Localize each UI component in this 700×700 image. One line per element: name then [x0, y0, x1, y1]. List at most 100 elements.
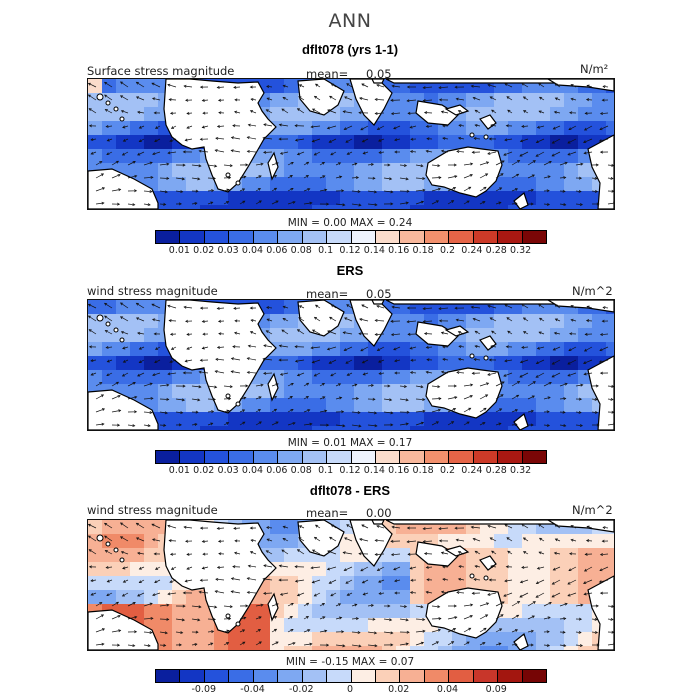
- panel-1-minmax: MIN = 0.00 MAX = 0.24: [0, 217, 700, 229]
- colorbar-swatch: [156, 670, 181, 682]
- colorbar-swatch: [327, 451, 352, 463]
- colorbar-swatch: [424, 231, 450, 243]
- colorbar-swatch: [204, 670, 230, 682]
- panel-1-max-label: MAX =: [349, 217, 386, 229]
- colorbar-swatch: [156, 231, 181, 243]
- colorbar-tick-label: 0.06: [266, 465, 288, 476]
- colorbar-swatch: [522, 670, 546, 682]
- colorbar-tick-label: 0.01: [168, 245, 190, 256]
- colorbar-swatch: [253, 451, 279, 463]
- colorbar-swatch: [351, 670, 376, 682]
- panel-2-max-value: 0.17: [388, 437, 413, 449]
- wind-vectors: [88, 81, 614, 207]
- colorbar-swatch: [449, 670, 474, 682]
- colorbar-tick-label: 0.1: [318, 245, 334, 256]
- colorbar-swatch: [327, 670, 352, 682]
- panel-3-map-svg: [88, 520, 614, 650]
- colorbar-tick-label: 0.04: [241, 245, 264, 256]
- panel-2-colorbar-ticks: 0.01 0.02 0.03 0.04 0.06 0.08 0.1 0.12 0.14 0.16 0…: [155, 465, 545, 477]
- colorbar-tick-label: 0.24: [461, 245, 483, 256]
- colorbar-swatch: [424, 670, 450, 682]
- colorbar-swatch: [449, 231, 474, 243]
- colorbar-swatch: [400, 231, 425, 243]
- colorbar-tick-label: 0.03: [217, 245, 239, 256]
- colorbar-tick-label: 0.02: [388, 684, 410, 695]
- panel-1-map-svg: [88, 79, 614, 209]
- colorbar-swatch: [473, 231, 499, 243]
- colorbar-tick-label: 0.08: [290, 465, 312, 476]
- colorbar-tick-label: 0.16: [388, 245, 410, 256]
- panel-1-colorbar-ticks: 0.01 0.02 0.03 0.04 0.06 0.08 0.1 0.12 0.14 0.16 0…: [155, 245, 545, 257]
- colorbar-tick-label: 0.1: [318, 465, 334, 476]
- colorbar-tick-label: 0.04: [241, 465, 264, 476]
- colorbar-swatch: [498, 670, 523, 682]
- colorbar-swatch: [229, 231, 254, 243]
- panel-3-title: dflt078 - ERS: [309, 483, 391, 498]
- colorbar-swatch: [522, 231, 546, 243]
- panel-3-colorbar-ticks: -0.09 -0.04 -0.02 0 0.02 0.04 0.09: [155, 684, 545, 696]
- colorbar-swatch: [229, 451, 254, 463]
- colorbar-swatch: [180, 451, 205, 463]
- colorbar-tick-label: 0.08: [290, 245, 312, 256]
- colorbar-swatch: [424, 451, 450, 463]
- colorbar-swatch: [302, 231, 328, 243]
- colorbar-tick-label: 0.18: [412, 465, 434, 476]
- colorbar-tick-label: 0.2: [439, 465, 456, 476]
- colorbar-tick-label: 0.06: [266, 245, 288, 256]
- panel-3-map: [87, 519, 615, 651]
- colorbar-tick-label: 0.12: [339, 245, 361, 256]
- colorbar-tick-label: -0.02: [288, 684, 314, 695]
- panel-2-mean-label: mean=: [306, 287, 349, 301]
- colorbar-swatch: [302, 670, 328, 682]
- panel-1-units: N/m²: [580, 62, 609, 76]
- panel-1-max-value: 0.24: [388, 217, 413, 229]
- colorbar-tick-label: 0.01: [168, 465, 190, 476]
- colorbar-swatch: [327, 231, 352, 243]
- figure-title: ANN: [328, 10, 372, 32]
- colorbar-swatch: [400, 451, 425, 463]
- colorbar-tick-label: 0.14: [363, 465, 385, 476]
- panel-1-variable-label: Surface stress magnitude: [87, 64, 235, 78]
- colorbar-tick-label: 0.24: [461, 465, 483, 476]
- panel-2-units: N/m^2: [572, 284, 613, 298]
- colorbar-swatch: [351, 451, 376, 463]
- colorbar-swatch: [278, 231, 303, 243]
- panel-3-colorbar: [155, 669, 547, 683]
- colorbar-tick-label: 0.18: [412, 245, 434, 256]
- colorbar-swatch: [180, 231, 205, 243]
- panel-3-min-label: MIN =: [285, 656, 318, 668]
- panel-3-min-value: -0.15: [321, 656, 349, 668]
- panel-3-mean-value: 0.00: [366, 506, 392, 520]
- panel-2-minmax: MIN = 0.01 MAX = 0.17: [0, 437, 700, 449]
- land-masses: [88, 79, 614, 209]
- colorbar-swatch: [253, 231, 279, 243]
- panel-3-minmax: MIN = -0.15 MAX = 0.07: [0, 656, 700, 668]
- colorbar-tick-label: 0.04: [436, 684, 459, 695]
- land-masses: [88, 300, 614, 430]
- panel-3-units: N/m^2: [572, 503, 613, 517]
- panel-2-map-svg: [88, 300, 614, 430]
- colorbar-tick-label: 0.09: [485, 684, 507, 695]
- panel-3-mean-label: mean=: [306, 506, 349, 520]
- panel-1-title: dflt078 (yrs 1-1): [301, 42, 399, 57]
- colorbar-swatch: [156, 451, 181, 463]
- panel-1-mean-value: 0.05: [366, 67, 392, 81]
- panel-1-colorbar: [155, 230, 547, 244]
- colorbar-swatch: [522, 451, 546, 463]
- colorbar-tick-label: -0.09: [191, 684, 217, 695]
- colorbar-tick-label: 0.28: [485, 465, 507, 476]
- colorbar-swatch: [498, 231, 523, 243]
- colorbar-swatch: [278, 451, 303, 463]
- colorbar-tick-label: 0.12: [339, 465, 361, 476]
- colorbar-swatch: [180, 670, 205, 682]
- colorbar-swatch: [204, 231, 230, 243]
- colorbar-tick-label: 0.32: [510, 245, 532, 256]
- panel-2-max-label: MAX =: [349, 437, 386, 449]
- panel-2-variable-label: wind stress magnitude: [87, 284, 218, 298]
- wind-vectors: [88, 302, 614, 428]
- colorbar-tick-label: 0.16: [388, 465, 410, 476]
- colorbar-swatch: [449, 451, 474, 463]
- colorbar-swatch: [375, 451, 401, 463]
- panel-1-mean-label: mean=: [306, 67, 349, 81]
- colorbar-swatch: [253, 670, 279, 682]
